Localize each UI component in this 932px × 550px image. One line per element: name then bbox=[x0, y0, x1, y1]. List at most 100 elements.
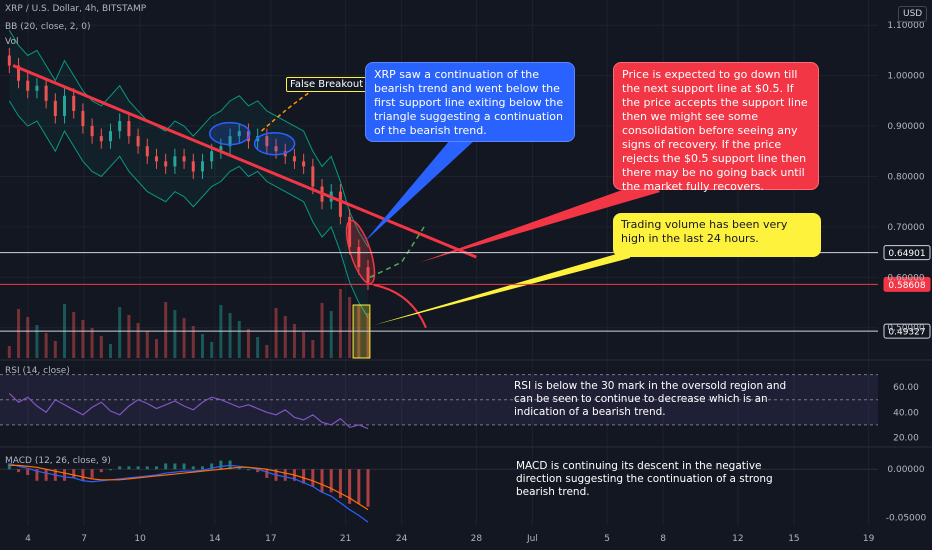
price-tick-0: 1.10000 bbox=[887, 21, 924, 31]
price-tick-2: 0.90000 bbox=[887, 122, 924, 132]
volume-bar-33 bbox=[311, 340, 315, 358]
candle-body-2 bbox=[26, 80, 30, 91]
macd-hist-22 bbox=[210, 463, 214, 470]
macd-line bbox=[9, 462, 369, 523]
time-tick-4: 17 bbox=[265, 534, 276, 544]
candle-body-26 bbox=[246, 131, 250, 142]
volume-bar-26 bbox=[246, 329, 250, 358]
macd-hist-1 bbox=[17, 469, 21, 473]
volume-bar-5 bbox=[53, 341, 57, 358]
macd-hist-12 bbox=[118, 466, 122, 470]
rsi-tick-1: 40.00 bbox=[893, 408, 919, 418]
rsi-legend: RSI (14, close) bbox=[5, 366, 70, 376]
volume-bar-14 bbox=[136, 323, 140, 358]
price-marker-label-2: 0.49327 bbox=[888, 328, 925, 338]
volume-bar-2 bbox=[26, 317, 30, 358]
time-tick-1: 7 bbox=[81, 534, 87, 544]
time-tick-8: Jul bbox=[526, 534, 538, 544]
macd-hist-14 bbox=[136, 466, 140, 470]
macd-hist-10 bbox=[99, 469, 103, 473]
macd-hist-0 bbox=[7, 463, 11, 470]
macd-hist-39 bbox=[366, 469, 370, 507]
triangle-highlight-2 bbox=[253, 131, 296, 156]
time-tick-11: 12 bbox=[732, 534, 743, 544]
macd-hist-33 bbox=[311, 469, 315, 487]
price-marker-box-1 bbox=[883, 276, 931, 292]
yellow-callout: Trading volume has been very high in the… bbox=[613, 213, 821, 257]
candle-body-20 bbox=[191, 161, 195, 172]
candle-body-31 bbox=[292, 156, 296, 162]
price-tick-4: 0.70000 bbox=[887, 223, 924, 233]
false-breakout-label: False Breakout bbox=[286, 77, 368, 92]
rsi-line bbox=[8, 393, 369, 430]
candle-body-36 bbox=[338, 191, 342, 217]
price-tick-6: 0.50000 bbox=[887, 324, 924, 334]
candle-body-1 bbox=[17, 65, 21, 81]
blue-callout-tail bbox=[364, 140, 475, 243]
blue-callout: XRP saw a continuation of the bearish tr… bbox=[365, 62, 575, 142]
volume-bar-30 bbox=[283, 316, 287, 358]
volume-bar-35 bbox=[329, 311, 333, 358]
volume-bar-37 bbox=[348, 297, 352, 358]
macd-note: MACD is continuing its descent in the ne… bbox=[516, 460, 773, 498]
volume-bar-4 bbox=[44, 333, 48, 358]
volume-bar-22 bbox=[210, 342, 214, 358]
volume-bar-13 bbox=[127, 315, 131, 358]
volume-bars bbox=[7, 289, 370, 358]
volume-bar-17 bbox=[164, 302, 168, 358]
candle-body-29 bbox=[274, 146, 278, 152]
price-marker-box-2 bbox=[883, 323, 931, 339]
volume-bar-15 bbox=[145, 331, 149, 358]
price-marker-box-0 bbox=[883, 245, 931, 261]
macd-hist-30 bbox=[283, 469, 287, 481]
candle-body-9 bbox=[90, 126, 94, 137]
macd-hist-32 bbox=[302, 469, 306, 484]
time-tick-6: 24 bbox=[396, 534, 408, 544]
candle-body-38 bbox=[357, 247, 361, 268]
currency-selector[interactable]: USD bbox=[898, 6, 928, 22]
candle-body-25 bbox=[237, 131, 241, 137]
macd-hist-34 bbox=[320, 469, 324, 493]
macd-hist-3 bbox=[35, 469, 39, 481]
bollinger-bands bbox=[8, 29, 369, 318]
volume-bar-36 bbox=[338, 289, 342, 358]
time-tick-12: 15 bbox=[788, 534, 799, 544]
price-marker-label-1: 0.58608 bbox=[888, 281, 925, 291]
macd-hist-23 bbox=[219, 460, 223, 470]
volume-bar-3 bbox=[35, 325, 39, 358]
macd-hist-26 bbox=[246, 469, 250, 471]
volume-bar-21 bbox=[200, 334, 204, 358]
price-marker-label-0: 0.64901 bbox=[888, 249, 925, 259]
candle-body-16 bbox=[154, 156, 158, 162]
macd-tick-0: 0.00000 bbox=[887, 465, 924, 475]
red-callout: Price is expected to go down till the ne… bbox=[613, 62, 819, 193]
macd-hist-21 bbox=[200, 466, 204, 470]
candle-body-15 bbox=[145, 146, 149, 157]
bb-upper bbox=[8, 29, 369, 248]
volume-bar-19 bbox=[182, 318, 186, 358]
macd-hist-37 bbox=[348, 469, 352, 504]
macd-hist-9 bbox=[90, 469, 94, 478]
time-tick-7: 28 bbox=[471, 534, 483, 544]
macd-hist-20 bbox=[191, 466, 195, 470]
candle-body-8 bbox=[81, 110, 85, 127]
macd-hist-18 bbox=[173, 463, 177, 470]
macd-hist-6 bbox=[63, 469, 67, 481]
candle-body-21 bbox=[200, 161, 204, 172]
candle-body-37 bbox=[348, 216, 352, 248]
candle-body-28 bbox=[265, 136, 269, 147]
candle-body-39 bbox=[366, 267, 370, 283]
volume-bar-8 bbox=[81, 320, 85, 358]
macd-hist-35 bbox=[329, 469, 333, 493]
axes: 1.10000 1.00000 0.90000 0.80000 0.70000 0.600… bbox=[25, 21, 925, 544]
candle-body-33 bbox=[311, 166, 315, 187]
macd-tick-1: -0.05000 bbox=[886, 513, 927, 523]
candle-body-14 bbox=[136, 136, 140, 147]
volume-bar-18 bbox=[173, 310, 177, 358]
bearish-trendline bbox=[12, 64, 477, 259]
volume-bar-7 bbox=[72, 312, 76, 358]
macd-legend: MACD (12, 26, close, 9) bbox=[5, 456, 111, 466]
time-tick-2: 10 bbox=[134, 534, 146, 544]
candle-body-32 bbox=[302, 161, 306, 167]
